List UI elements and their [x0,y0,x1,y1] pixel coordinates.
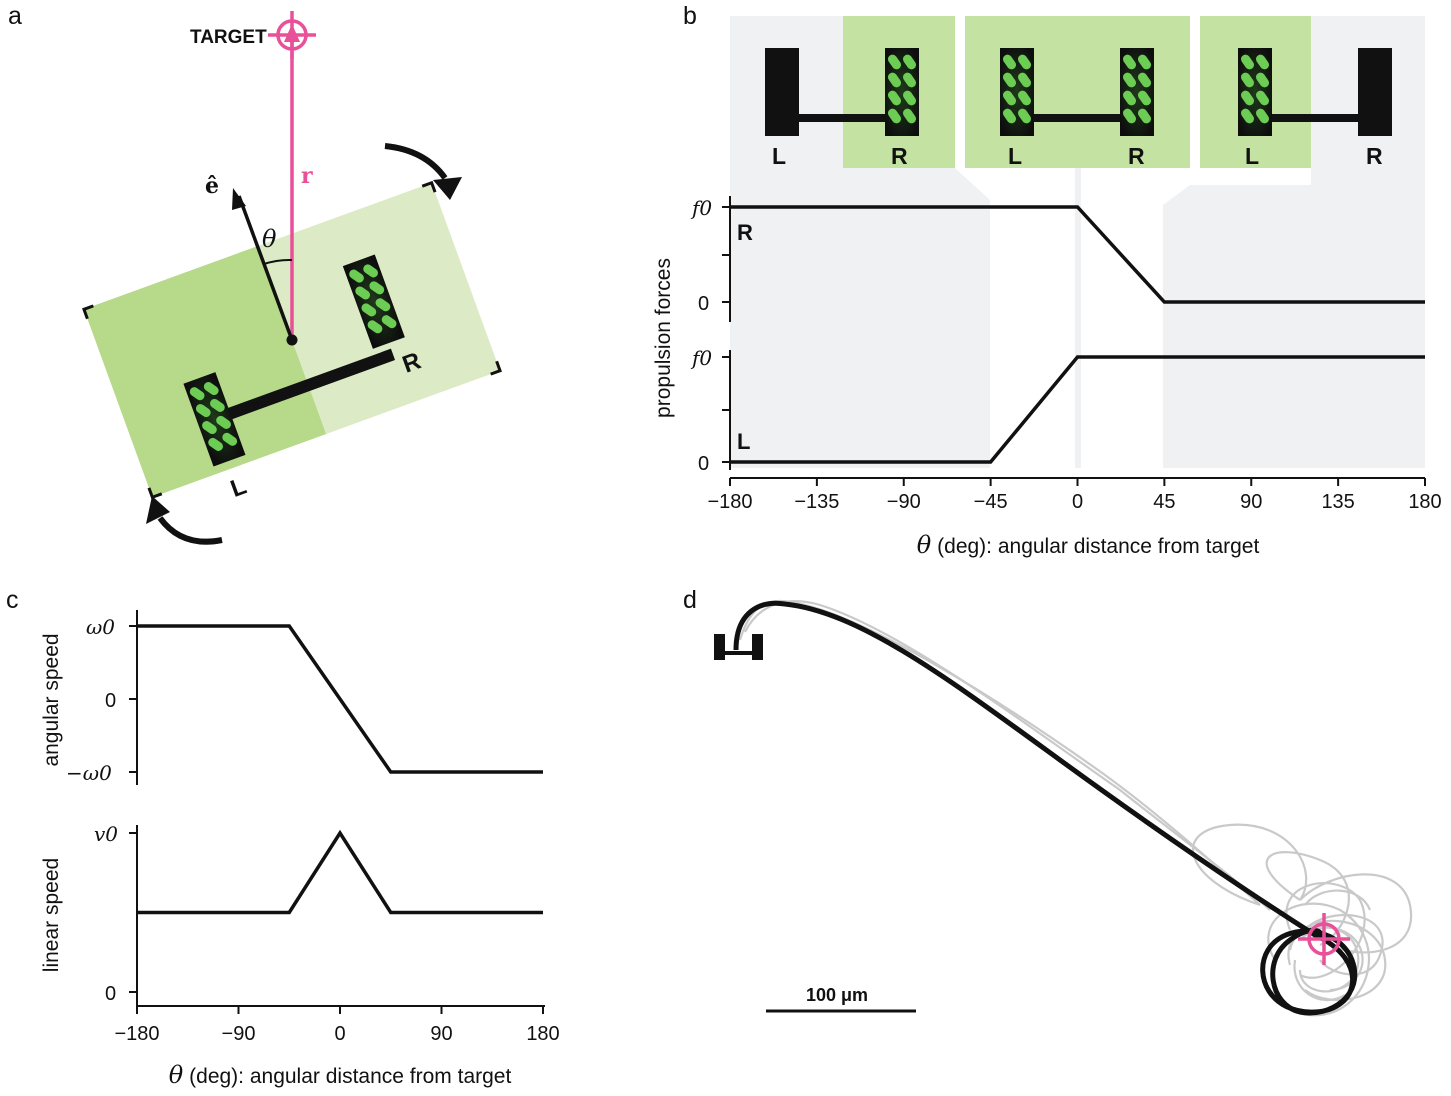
target-crosshair-icon [268,11,316,59]
c-linear-speed-line [137,829,543,915]
c-ylabel-top: angular speed [40,633,63,766]
robot-icon-1: L R [765,48,919,169]
e-vector [237,195,294,341]
robot-highlight-2 [965,16,1190,168]
panel-b: L R L R L R [652,16,1442,559]
robot-axle [212,348,396,425]
b-xlabel-symbol: θ [917,531,932,559]
b-xtick-label: 90 [1240,491,1262,513]
panel-c: ω0 0 −ω0 v0 0 angular speed linear speed… [40,610,560,1089]
c-y-ticks [129,625,137,993]
b-ytick-top-zero: 0 [698,293,709,315]
c-xtick-label: −90 [222,1023,256,1045]
b-xtick-label: −45 [974,491,1008,513]
theta-label: θ [262,225,277,253]
e-vector-label: ê [205,173,219,199]
b-ylabel: propulsion forces [652,258,675,418]
c-angular-speed-line [137,624,543,774]
robot-1-label-left: L [772,143,786,169]
b-xtick-label: 45 [1153,491,1175,513]
c-ytick-omega: ω0 [86,615,115,639]
target-label: TARGET [190,27,267,48]
panel-letter-a: a [8,2,22,30]
panel-a: L R r ê θ TARGET [82,11,502,545]
c-series [137,624,543,915]
model-trajectory [733,600,1358,1016]
c-xlabel-text: (deg): angular distance from target [189,1065,511,1088]
start-robot-icon [714,634,763,660]
c-xtick-label: 90 [430,1023,452,1045]
c-ytick-v0: v0 [94,822,118,846]
b-series-R [730,205,1425,304]
robot-center-dot [286,334,298,346]
c-xlabel-symbol: θ [169,1061,184,1089]
robot-half-left [83,246,327,498]
robot-3-label-left: L [1245,143,1259,169]
b-xtick-label: −135 [794,491,839,513]
panel-letter-c: c [6,586,19,614]
b-series-L [730,355,1425,464]
b-y-ticks [722,206,730,463]
robot-icon-3: L R [1238,48,1392,169]
c-ytick-zero-bottom: 0 [105,983,116,1005]
panel-letter-b: b [683,2,697,30]
robot-1-label-right: R [891,143,908,169]
c-ytick-neg-omega: −ω0 [66,761,112,785]
b-trace-label-R: R [737,220,753,245]
b-ytick-bottom-f0: f0 [690,346,712,370]
b-xtick-label: −90 [887,491,921,513]
robot-2-label-left: L [1008,143,1022,169]
b-series [730,205,1425,464]
b-x-ticks: −180 −135 −90 −45 0 45 90 135 180 [707,478,1442,513]
panel-d: 100 μm [714,599,1413,1017]
robot-icon-2: L R [1000,48,1154,169]
b-ytick-bottom-zero: 0 [698,453,709,475]
rotate-counterclockwise-arrow-icon [146,496,223,545]
c-xtick-label: 0 [334,1023,345,1045]
b-xtick-label: 180 [1408,491,1441,513]
rotate-clockwise-arrow-icon [384,143,462,200]
c-xtick-label: −180 [114,1023,159,1045]
c-ylabel-bottom: linear speed [40,858,63,972]
theta-arc [263,258,293,265]
b-xlabel: θ (deg): angular distance from target [917,531,1260,559]
c-xlabel: θ (deg): angular distance from target [169,1061,512,1089]
c-xtick-label: 180 [526,1023,559,1045]
c-x-ticks: −180 −90 0 90 180 [114,1006,560,1045]
r-vector-label: r [301,163,313,189]
b-xtick-label: 135 [1321,491,1354,513]
robot-body: L R [82,180,502,503]
b-ytick-top-f0: f0 [690,196,712,220]
scale-bar-label: 100 μm [806,985,868,1005]
e-vector-arrowhead [232,188,246,210]
b-xlabel-text: (deg): angular distance from target [937,535,1259,558]
b-xtick-label: 0 [1072,491,1083,513]
robot-3-label-right: R [1366,143,1383,169]
panel-letter-d: d [683,586,697,614]
b-xtick-label: −180 [707,491,752,513]
robot-label-left: L [227,472,250,502]
c-ytick-zero-top: 0 [105,690,116,712]
robot-2-label-right: R [1128,143,1145,169]
target-crosshair-icon [1298,913,1350,965]
experimental-trajectories [738,599,1413,1017]
b-trace-label-L: L [737,429,750,454]
